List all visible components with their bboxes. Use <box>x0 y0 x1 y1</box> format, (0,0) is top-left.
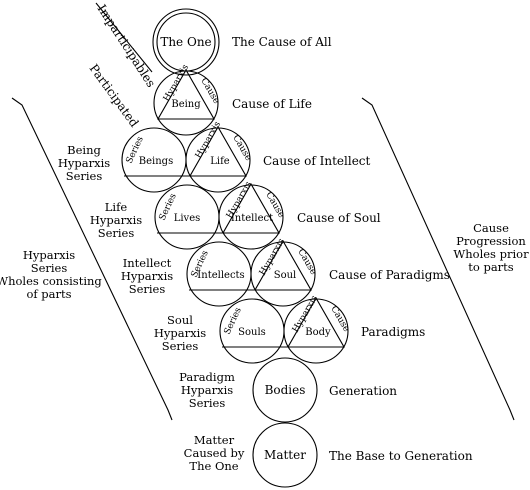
side-soul-1: Soul <box>167 313 193 327</box>
side-matter-3: The One <box>189 459 238 473</box>
side-intellect-3: Series <box>129 282 166 296</box>
side-soul-2: Hyparxis <box>154 326 206 340</box>
life-cause: Cause <box>230 134 253 163</box>
side-life-2: Hyparxis <box>90 213 142 227</box>
side-paradigm-2: Hyparxis <box>181 383 233 397</box>
diagram-labels: Imparticipables Participated The One The… <box>0 2 529 473</box>
being-label: Being <box>171 99 201 110</box>
life-label: Life <box>210 156 230 167</box>
right-brace-line-1: Cause <box>473 221 509 235</box>
left-brace-line-4: of parts <box>26 287 71 301</box>
soul-label: Soul <box>274 270 297 281</box>
side-paradigm-1: Paradigm <box>179 370 235 384</box>
side-being-1: Being <box>67 143 101 157</box>
right-brace-line-2: Progression <box>456 234 526 248</box>
intellect-label: Intellect <box>231 213 273 224</box>
intellects-label: Intellects <box>197 270 244 281</box>
side-life-1: Life <box>105 200 128 214</box>
left-brace-line-1: Hyparxis <box>23 248 75 262</box>
being-cause: Cause <box>198 77 221 106</box>
lives-label: Lives <box>174 213 201 224</box>
band-participated: Participated <box>87 62 142 130</box>
intellect-description: Cause of Soul <box>297 211 381 225</box>
side-life-3: Series <box>98 226 135 240</box>
bodies-label: Bodies <box>265 383 306 397</box>
souls-label: Souls <box>238 327 266 338</box>
side-matter-1: Matter <box>194 433 235 447</box>
side-paradigm-3: Series <box>189 396 226 410</box>
side-intellect-2: Hyparxis <box>121 269 173 283</box>
soul-cause: Cause <box>295 248 318 277</box>
side-intellect-1: Intellect <box>123 256 172 270</box>
soul-description: Cause of Paradigms <box>329 268 450 282</box>
right-brace-line-3: Wholes prior <box>453 247 529 261</box>
life-description: Cause of Intellect <box>263 154 371 168</box>
diagram-shapes <box>12 3 514 487</box>
matter-label: Matter <box>264 448 306 462</box>
left-brace-line-3: Wholes consisting <box>0 274 102 288</box>
body-description: Paradigms <box>361 325 425 339</box>
left-brace-line-2: Series <box>31 261 68 275</box>
side-being-3: Series <box>66 169 103 183</box>
side-being-2: Hyparxis <box>58 156 110 170</box>
body-label: Body <box>305 327 331 338</box>
the-one-description: The Cause of All <box>232 35 332 49</box>
body-cause: Cause <box>328 305 351 334</box>
right-brace-line-4: to parts <box>468 260 514 274</box>
the-one-label: The One <box>160 35 211 49</box>
side-matter-2: Caused by <box>184 446 245 460</box>
beings-label: Beings <box>139 156 173 167</box>
matter-description: The Base to Generation <box>329 449 473 463</box>
being-description: Cause of Life <box>232 97 312 111</box>
bodies-description: Generation <box>329 384 397 398</box>
side-soul-3: Series <box>162 339 199 353</box>
